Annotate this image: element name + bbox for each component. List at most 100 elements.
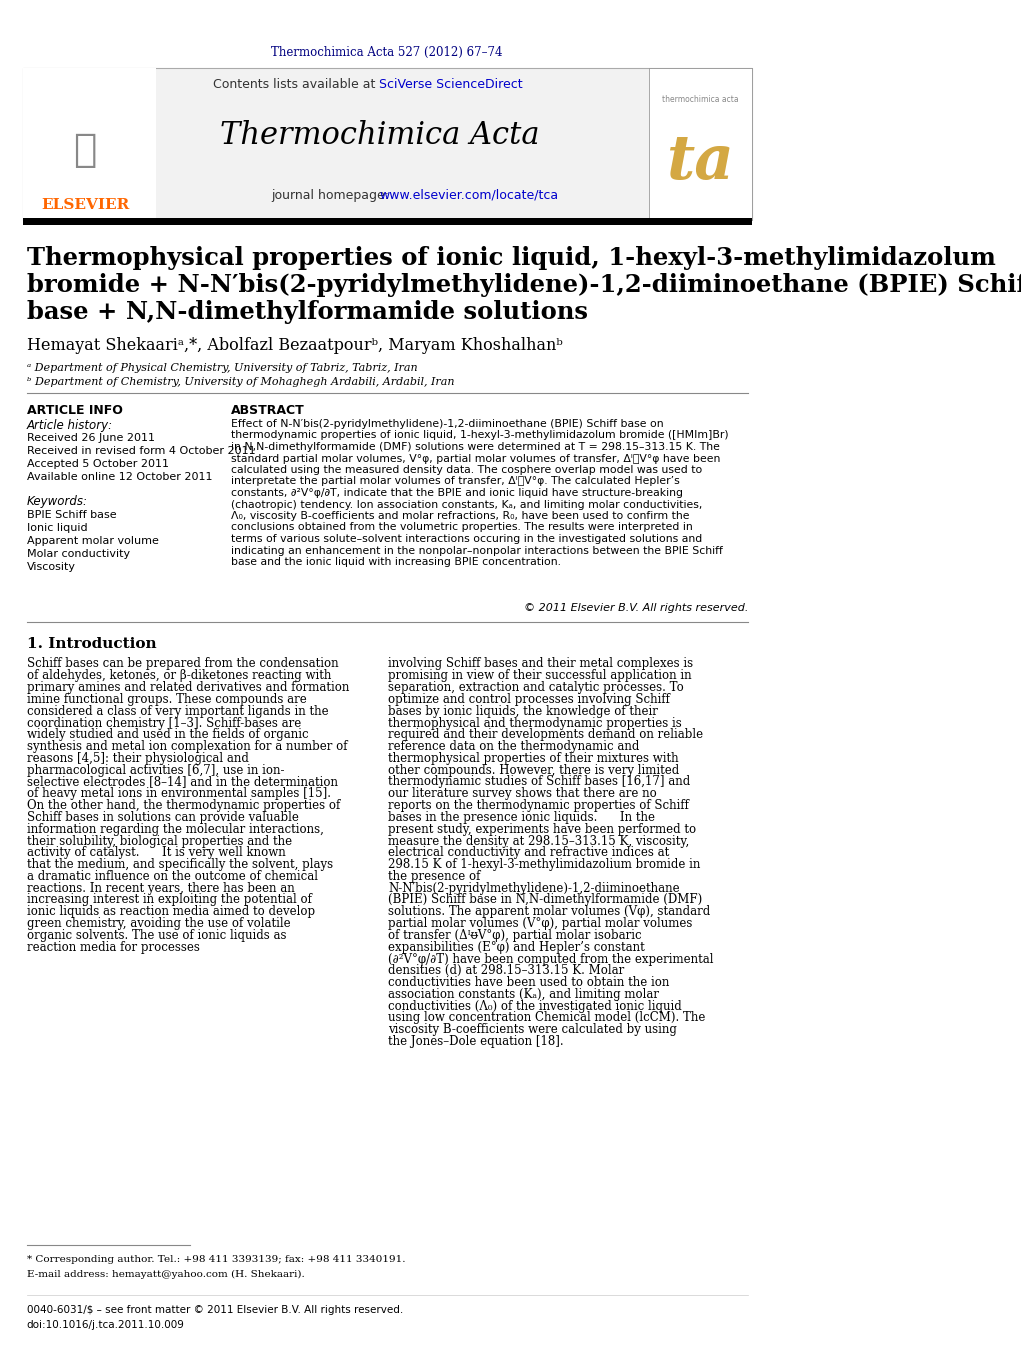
Text: imine functional groups. These compounds are: imine functional groups. These compounds… [27,693,306,707]
Text: Received 26 June 2011: Received 26 June 2011 [27,434,154,443]
Text: other compounds. However, there is very limited: other compounds. However, there is very … [388,763,680,777]
Text: the Jones–Dole equation [18].: the Jones–Dole equation [18]. [388,1035,564,1048]
Bar [22,68,751,220]
Text: terms of various solute–solvent interactions occuring in the investigated soluti: terms of various solute–solvent interact… [232,534,702,544]
Text: involving Schiff bases and their metal complexes is: involving Schiff bases and their metal c… [388,658,693,670]
Text: reaction media for processes: reaction media for processes [27,940,199,954]
Text: calculated using the measured density data. The cosphere overlap model was used : calculated using the measured density da… [232,465,702,476]
Text: ionic liquids as reaction media aimed to develop: ionic liquids as reaction media aimed to… [27,905,314,919]
Text: Ionic liquid: Ionic liquid [27,523,87,534]
Text: Molar conductivity: Molar conductivity [27,549,130,559]
Text: thermodynamic properties of ionic liquid, 1-hexyl-3-methylimidazolum bromide ([H: thermodynamic properties of ionic liquid… [232,431,729,440]
Text: reasons [4,5]: their physiological and: reasons [4,5]: their physiological and [27,753,248,765]
Text: increasing interest in exploiting the potential of: increasing interest in exploiting the po… [27,893,311,907]
Text: of heavy metal ions in environmental samples [15].: of heavy metal ions in environmental sam… [27,788,331,800]
Text: bromide + N-N′bis(2-pyridylmethylidene)-1,2-diiminoethane (BPIE) Schiff: bromide + N-N′bis(2-pyridylmethylidene)-… [27,273,1021,297]
Text: coordination chemistry [1–3]. Schiff-bases are: coordination chemistry [1–3]. Schiff-bas… [27,716,301,730]
Text: reactions. In recent years, there has been an: reactions. In recent years, there has be… [27,882,294,894]
Text: electrical conductivity and refractive indices at: electrical conductivity and refractive i… [388,846,670,859]
Text: On the other hand, the thermodynamic properties of: On the other hand, the thermodynamic pro… [27,798,340,812]
Text: Keywords:: Keywords: [27,496,88,508]
Text: a dramatic influence on the outcome of chemical: a dramatic influence on the outcome of c… [27,870,318,884]
Text: conductivities have been used to obtain the ion: conductivities have been used to obtain … [388,977,670,989]
Text: optimize and control processes involving Schiff: optimize and control processes involving… [388,693,671,707]
Text: thermochimica acta: thermochimica acta [662,96,738,104]
Text: SciVerse ScienceDirect: SciVerse ScienceDirect [380,78,523,92]
Text: reports on the thermodynamic properties of Schiff: reports on the thermodynamic properties … [388,798,689,812]
Text: thermophysical and thermodynamic properties is: thermophysical and thermodynamic propert… [388,716,682,730]
Text: 🌳: 🌳 [74,131,97,169]
Text: journal homepage:: journal homepage: [272,189,394,201]
Text: 298.15 K of 1-hexyl-3-methylimidazolium bromide in: 298.15 K of 1-hexyl-3-methylimidazolium … [388,858,700,871]
Text: the presence of: the presence of [388,870,481,884]
Text: separation, extraction and catalytic processes. To: separation, extraction and catalytic pro… [388,681,684,694]
Text: Effect of N-N′bis(2-pyridylmethylidene)-1,2-diiminoethane (BPIE) Schiff base on: Effect of N-N′bis(2-pyridylmethylidene)-… [232,419,664,430]
Text: information regarding the molecular interactions,: information regarding the molecular inte… [27,823,324,836]
Text: base and the ionic liquid with increasing BPIE concentration.: base and the ionic liquid with increasin… [232,557,562,567]
Text: N-N′bis(2-pyridylmethylidene)-1,2-diiminoethane: N-N′bis(2-pyridylmethylidene)-1,2-diimin… [388,882,680,894]
Text: Λ₀, viscosity B-coefficients and molar refractions, R₀, have been used to confir: Λ₀, viscosity B-coefficients and molar r… [232,511,690,521]
Text: Article history:: Article history: [27,419,112,431]
Text: that the medium, and specifically the solvent, plays: that the medium, and specifically the so… [27,858,333,871]
Text: www.elsevier.com/locate/tca: www.elsevier.com/locate/tca [380,189,558,201]
Text: interpretate the partial molar volumes of transfer, ΔᴵᵿV°φ. The calculated Heple: interpretate the partial molar volumes o… [232,477,680,486]
Text: Available online 12 October 2011: Available online 12 October 2011 [27,471,212,482]
Text: Thermochimica Acta: Thermochimica Acta [220,119,539,150]
Text: 1. Introduction: 1. Introduction [27,638,156,651]
Text: reference data on the thermodynamic and: reference data on the thermodynamic and [388,740,640,753]
Text: selective electrodes [8–14] and in the determination: selective electrodes [8–14] and in the d… [27,775,338,789]
Text: Viscosity: Viscosity [27,562,76,571]
Text: bases by ionic liquids, the knowledge of their: bases by ionic liquids, the knowledge of… [388,705,659,717]
Text: partial molar volumes (V°φ), partial molar volumes: partial molar volumes (V°φ), partial mol… [388,917,693,929]
Text: in N,N-dimethylformamide (DMF) solutions were determined at T = 298.15–313.15 K.: in N,N-dimethylformamide (DMF) solutions… [232,442,720,453]
Text: considered a class of very important ligands in the: considered a class of very important lig… [27,705,328,717]
Text: promising in view of their successful application in: promising in view of their successful ap… [388,669,692,682]
Text: standard partial molar volumes, V°φ, partial molar volumes of transfer, ΔᴵᵿV°φ h: standard partial molar volumes, V°φ, par… [232,454,721,463]
Text: present study, experiments have been performed to: present study, experiments have been per… [388,823,696,836]
Text: thermophysical properties of their mixtures with: thermophysical properties of their mixtu… [388,753,679,765]
Text: doi:10.1016/j.tca.2011.10.009: doi:10.1016/j.tca.2011.10.009 [27,1320,185,1329]
Text: required and their developments demand on reliable: required and their developments demand o… [388,728,703,742]
Text: ᵃ Department of Physical Chemistry, University of Tabriz, Tabriz, Iran: ᵃ Department of Physical Chemistry, Univ… [27,363,418,373]
Text: Received in revised form 4 October 2011: Received in revised form 4 October 2011 [27,446,255,457]
Text: 0040-6031/$ – see front matter © 2011 Elsevier B.V. All rights reserved.: 0040-6031/$ – see front matter © 2011 El… [27,1305,403,1315]
Text: synthesis and metal ion complexation for a number of: synthesis and metal ion complexation for… [27,740,347,753]
Text: BPIE Schiff base: BPIE Schiff base [27,509,116,520]
Text: widely studied and used in the fields of organic: widely studied and used in the fields of… [27,728,308,742]
Text: conductivities (Λ₀) of the investigated ionic liquid: conductivities (Λ₀) of the investigated … [388,1000,682,1013]
Text: © 2011 Elsevier B.V. All rights reserved.: © 2011 Elsevier B.V. All rights reserved… [524,603,748,613]
Text: ARTICLE INFO: ARTICLE INFO [27,404,123,416]
Text: association constants (Kₐ), and limiting molar: association constants (Kₐ), and limiting… [388,988,660,1001]
Text: Thermochimica Acta 527 (2012) 67–74: Thermochimica Acta 527 (2012) 67–74 [272,46,502,58]
Bar [22,218,751,226]
Text: ABSTRACT: ABSTRACT [232,404,305,416]
Text: organic solvents. The use of ionic liquids as: organic solvents. The use of ionic liqui… [27,929,286,942]
Text: Contents lists available at: Contents lists available at [213,78,380,92]
Text: thermodynamic studies of Schiff bases [16,17] and: thermodynamic studies of Schiff bases [1… [388,775,691,789]
Text: Thermophysical properties of ionic liquid, 1-hexyl-3-methylimidazolum: Thermophysical properties of ionic liqui… [27,246,995,270]
Text: (BPIE) Schiff base in N,N-dimethylformamide (DMF): (BPIE) Schiff base in N,N-dimethylformam… [388,893,702,907]
Text: constants, ∂²V°φ/∂T, indicate that the BPIE and ionic liquid have structure-brea: constants, ∂²V°φ/∂T, indicate that the B… [232,488,683,499]
Text: ta: ta [667,132,734,192]
Text: measure the density at 298.15–313.15 K, viscosity,: measure the density at 298.15–313.15 K, … [388,835,690,847]
Text: (∂²V°φ/∂T) have been computed from the experimental: (∂²V°φ/∂T) have been computed from the e… [388,952,714,966]
Text: using low concentration Chemical model (lcCM). The: using low concentration Chemical model (… [388,1012,706,1024]
Text: our literature survey shows that there are no: our literature survey shows that there a… [388,788,658,800]
Text: primary amines and related derivatives and formation: primary amines and related derivatives a… [27,681,349,694]
Text: indicating an enhancement in the nonpolar–nonpolar interactions between the BPIE: indicating an enhancement in the nonpola… [232,546,723,555]
Text: ELSEVIER: ELSEVIER [41,199,129,212]
Text: activity of catalyst.      It is very well known: activity of catalyst. It is very well kn… [27,846,285,859]
Bar [22,68,155,220]
Text: Schiff bases can be prepared from the condensation: Schiff bases can be prepared from the co… [27,658,338,670]
Text: * Corresponding author. Tel.: +98 411 3393139; fax: +98 411 3340191.: * Corresponding author. Tel.: +98 411 33… [27,1255,405,1265]
Text: (chaotropic) tendency. Ion association constants, Kₐ, and limiting molar conduct: (chaotropic) tendency. Ion association c… [232,500,702,509]
Text: conclusions obtained from the volumetric properties. The results were interprete: conclusions obtained from the volumetric… [232,523,693,532]
Text: E-mail address: hemayatt@yahoo.com (H. Shekaari).: E-mail address: hemayatt@yahoo.com (H. S… [27,1270,304,1278]
Text: green chemistry, avoiding the use of volatile: green chemistry, avoiding the use of vol… [27,917,290,929]
Text: bases in the presence ionic liquids.      In the: bases in the presence ionic liquids. In … [388,811,655,824]
Text: densities (d) at 298.15–313.15 K. Molar: densities (d) at 298.15–313.15 K. Molar [388,965,625,977]
Text: Accepted 5 October 2011: Accepted 5 October 2011 [27,459,168,469]
Text: viscosity B-coefficients were calculated by using: viscosity B-coefficients were calculated… [388,1023,677,1036]
Text: of transfer (ΔᴵᵿV°φ), partial molar isobaric: of transfer (ΔᴵᵿV°φ), partial molar isob… [388,929,642,942]
Text: pharmacological activities [6,7], use in ion-: pharmacological activities [6,7], use in… [27,763,284,777]
